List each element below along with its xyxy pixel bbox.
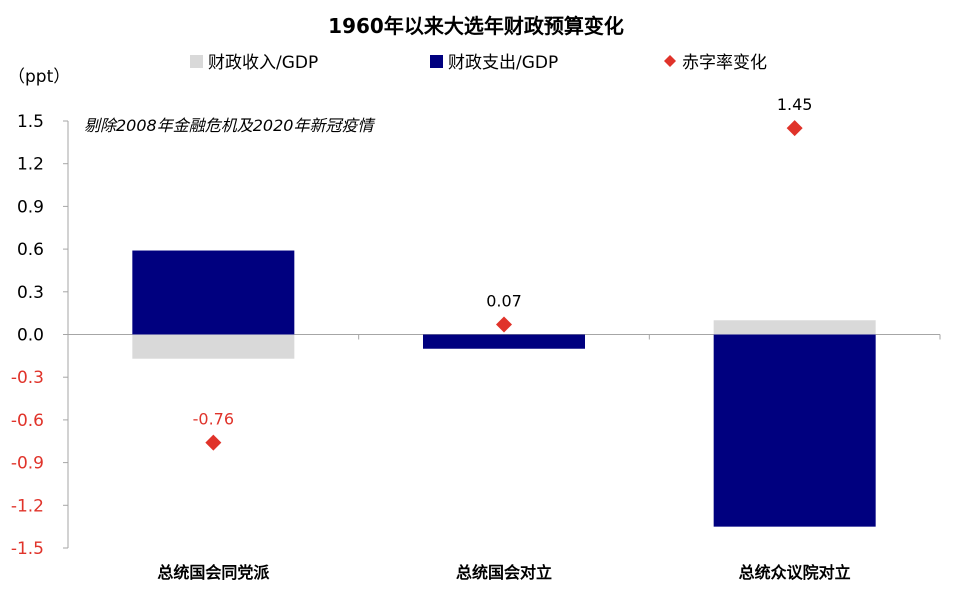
- bar-revenue-2: [713, 320, 876, 335]
- y-tick-label: 0.3: [17, 283, 44, 303]
- deficit-change-point-2: [786, 120, 803, 137]
- category-label-2: 总统众议院对立: [739, 563, 851, 582]
- legend-label-2: 赤字率变化: [682, 53, 767, 73]
- bar-expenditure-2: [713, 334, 876, 527]
- legend-swatch-2: [664, 55, 676, 67]
- legend-swatch-1: [430, 55, 443, 68]
- legend-swatch-0: [190, 55, 203, 68]
- bar-expenditure-0: [132, 250, 295, 335]
- bars: [132, 250, 876, 527]
- deficit-change-point-1: [496, 316, 512, 333]
- y-tick-label: 0.6: [17, 240, 44, 260]
- y-tick-label: -0.6: [11, 411, 44, 431]
- chart-title: 1960年以来大选年财政预算变化: [328, 14, 624, 38]
- y-tick-label: 0.9: [17, 197, 44, 217]
- deficit-change-point-0: [205, 434, 222, 451]
- legend: 财政收入/GDP 财政支出/GDP 赤字率变化: [190, 53, 767, 73]
- bar-expenditure-1: [423, 334, 585, 349]
- legend-label-1: 财政支出/GDP: [448, 53, 558, 73]
- category-label-1: 总统国会对立: [456, 563, 552, 582]
- deficit-change-label-0: -0.76: [193, 410, 234, 429]
- y-tick-label: 0.0: [17, 326, 44, 346]
- deficit-change-label-1: 0.07: [486, 292, 522, 311]
- legend-label-0: 财政收入/GDP: [208, 53, 318, 73]
- markers: -0.76 0.07 1.45: [193, 95, 813, 451]
- category-label-0: 总统国会同党派: [157, 563, 270, 582]
- deficit-change-label-2: 1.45: [777, 95, 813, 114]
- category-labels: 总统国会同党派 总统国会对立 总统众议院对立: [157, 563, 850, 582]
- y-tick-label: 1.2: [17, 155, 44, 175]
- y-tick-label: -0.3: [11, 368, 44, 388]
- y-tick-label: 1.5: [17, 112, 44, 132]
- chart-annotation: 剔除2008年金融危机及2020年新冠疫情: [84, 116, 375, 135]
- y-tick-label: -0.9: [11, 454, 44, 474]
- y-axis-unit-label: （ppt）: [8, 67, 70, 87]
- y-tick-label: -1.2: [11, 496, 44, 516]
- y-tick-label: -1.5: [11, 539, 44, 559]
- bar-revenue-0: [132, 334, 295, 359]
